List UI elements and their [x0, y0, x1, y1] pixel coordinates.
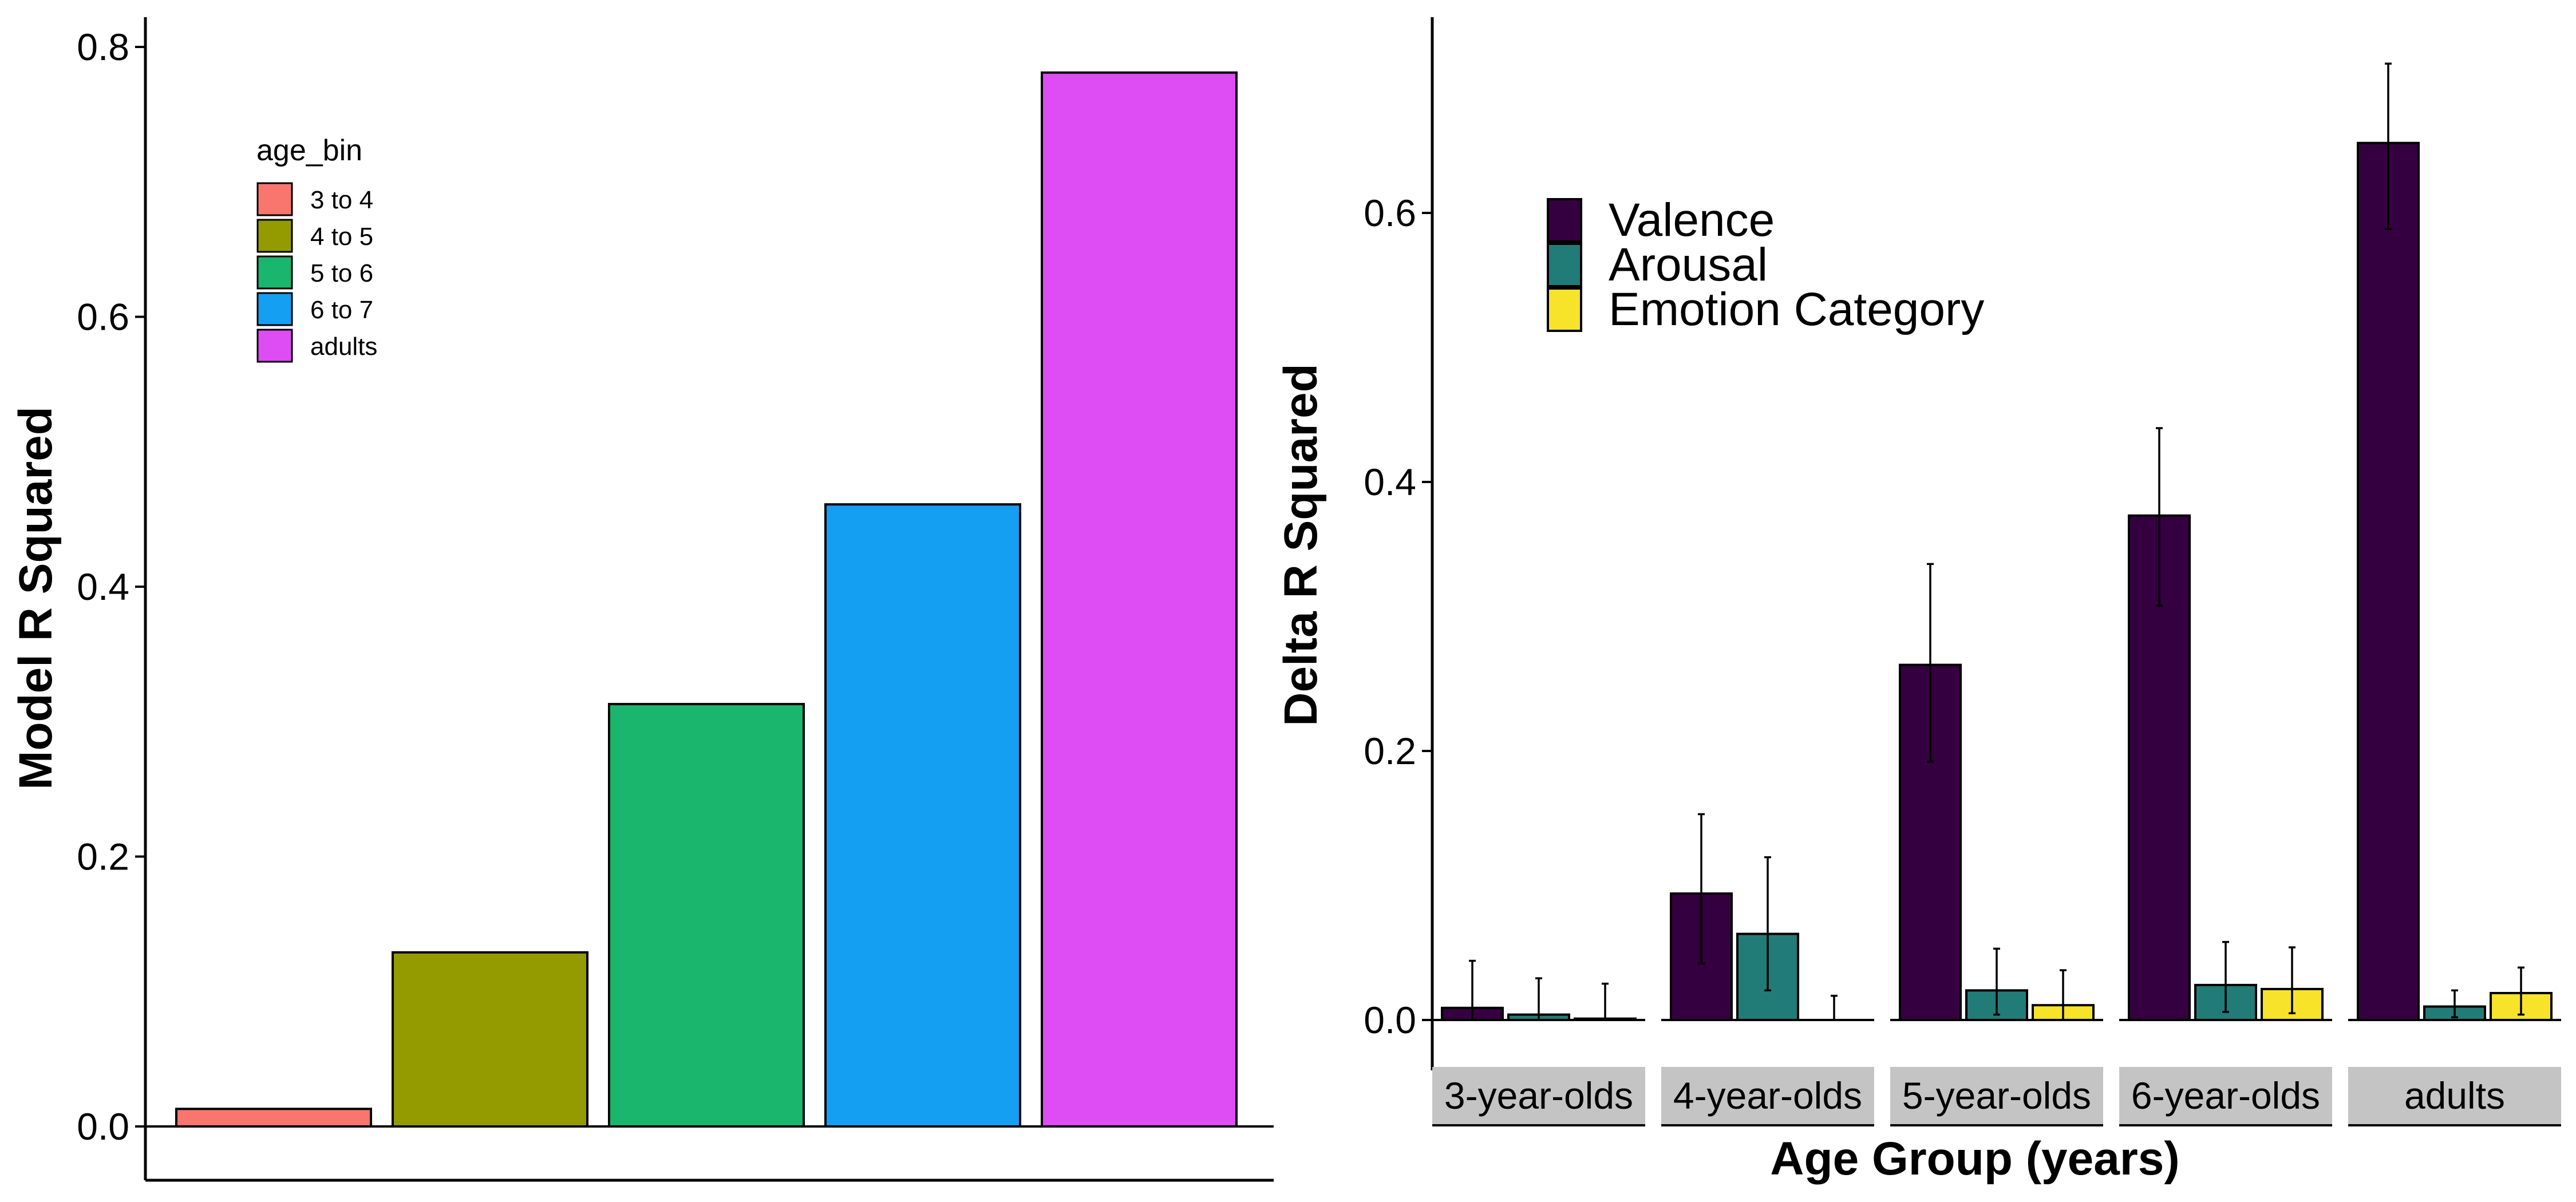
right-legend-swatch [1547, 198, 1582, 243]
facet-strip-label: adults [2404, 1074, 2505, 1117]
right-y-tick-label: 0.6 [1364, 192, 1416, 234]
facet-3-year-olds: 3-year-olds [1432, 959, 1645, 1126]
left-legend-label: 5 to 6 [310, 259, 373, 287]
left-legend-swatch [256, 292, 293, 326]
left-bar-3-to-4 [175, 1108, 372, 1128]
facet-4-year-olds: 4-year-olds [1661, 813, 1874, 1126]
facet-strip-label: 3-year-olds [1444, 1074, 1633, 1117]
right-legend-swatch [1547, 243, 1582, 287]
facet-strip [1661, 1067, 1874, 1124]
left-y-tick-label: 0.6 [77, 296, 129, 338]
left-legend-label: 3 to 4 [310, 186, 373, 214]
bar-valence [2357, 141, 2420, 1021]
left-bar-adults [1041, 71, 1238, 1128]
facet-strip [1432, 1067, 1645, 1124]
facet-strip [2348, 1067, 2561, 1124]
facet-5-year-olds: 5-year-olds [1890, 563, 2103, 1126]
right-x-axis-title: Age Group (years) [1770, 1133, 2179, 1185]
left-chart-panel: 0.0 0.2 0.4 0.6 0.8 Model R Squared age_bin … [10, 17, 1274, 1182]
facet-6-year-olds: 6-year-olds [2119, 427, 2332, 1126]
facet-strip-label: 5-year-olds [1902, 1074, 2091, 1117]
right-chart-panel: 0.0 0.2 0.4 0.6 3-year-olds 4-year-olds 5-yea… [1275, 17, 2561, 1185]
left-legend: age_bin 3 to 4 4 to 5 5 to 6 6 to 7 adults [256, 134, 377, 363]
left-y-tick-label: 0.4 [77, 566, 129, 608]
facet-adults: adults [2348, 62, 2561, 1126]
right-legend-label: Valence [1609, 194, 1775, 246]
left-legend-label: 4 to 5 [310, 223, 373, 251]
facet-strip-label: 6-year-olds [2131, 1074, 2320, 1117]
left-legend-swatch [256, 182, 293, 216]
left-legend-swatch [256, 329, 293, 363]
left-y-tick-label: 0.2 [77, 836, 129, 878]
left-legend-swatch [256, 255, 293, 290]
left-legend-label: 6 to 7 [310, 296, 373, 324]
right-y-tick-label: 0.2 [1364, 730, 1416, 772]
right-legend-label: Emotion Category [1609, 283, 1984, 335]
left-y-axis-title: Model R Squared [10, 406, 62, 790]
facet-strip-label: 4-year-olds [1673, 1074, 1862, 1117]
right-legend-swatch [1547, 287, 1582, 332]
right-y-tick-label: 0.0 [1364, 999, 1416, 1041]
left-bar-4-to-5 [392, 951, 588, 1128]
right-legend-label: Arousal [1609, 239, 1768, 291]
left-y-tick-label: 0.8 [77, 26, 129, 68]
facet-strip [1890, 1067, 2103, 1124]
right-y-tick-label: 0.4 [1364, 461, 1416, 503]
left-legend-label: adults [310, 333, 377, 361]
right-y-axis-title: Delta R Squared [1275, 363, 1327, 726]
left-legend-swatch [256, 219, 293, 253]
left-legend-title: age_bin [256, 134, 362, 167]
left-bar-6-to-7 [824, 503, 1021, 1128]
left-y-tick-label: 0.0 [77, 1105, 129, 1148]
facet-strip [2119, 1067, 2332, 1124]
left-bar-5-to-6 [608, 703, 805, 1128]
